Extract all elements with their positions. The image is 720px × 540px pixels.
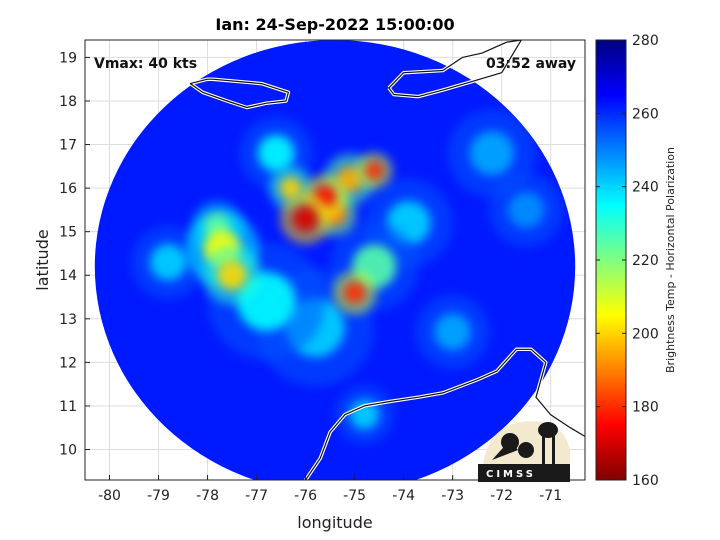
plot-border — [84, 39, 586, 481]
chart-title: Ian: 24-Sep-2022 15:00:00 — [215, 15, 454, 34]
x-tick-label: -75 — [343, 488, 366, 504]
colorbar — [595, 39, 627, 481]
feature-core — [469, 131, 514, 176]
colorbar-ticks: 160 180 200 220 240 260 280 — [596, 33, 659, 489]
colorbar-tick-label: 160 — [632, 473, 659, 489]
y-ticks: 10 11 12 13 14 15 16 17 18 19 — [59, 50, 90, 459]
y-tick-label: 15 — [59, 225, 77, 241]
feature-core — [507, 191, 545, 229]
colorbar-tick-label: 200 — [632, 326, 659, 342]
y-tick-label: 18 — [59, 94, 77, 110]
y-axis-label: latitude — [33, 229, 52, 290]
features-layer — [131, 109, 563, 445]
feature-core — [217, 260, 247, 290]
feature-core — [434, 313, 472, 351]
y-tick-label: 19 — [59, 50, 77, 66]
x-tick-label: -80 — [98, 488, 121, 504]
y-tick-label: 10 — [59, 443, 77, 459]
coastline-jamaica — [189, 78, 289, 109]
swath-layer — [94, 40, 585, 480]
feature-core — [149, 243, 187, 281]
x-tick-label: -79 — [147, 488, 170, 504]
colorbar-tick-label: 180 — [632, 400, 659, 416]
cimss-logo-text: CIMSS — [486, 469, 536, 480]
y-tick-label: 12 — [59, 355, 77, 371]
x-tick-label: -77 — [245, 488, 268, 504]
x-tick-label: -72 — [490, 488, 513, 504]
cimss-logo: CIMSS — [478, 421, 570, 482]
coastline-hispaniola — [388, 40, 522, 98]
feature-core — [292, 205, 319, 232]
feature-core — [343, 281, 366, 304]
y-tick-label: 16 — [59, 181, 77, 197]
colorbar-label: Brightness Temp - Horizontal Polarizatio… — [664, 147, 677, 373]
y-tick-label: 17 — [59, 138, 77, 154]
x-tick-label: -71 — [539, 488, 562, 504]
vmax-annotation: Vmax: 40 kts — [94, 56, 197, 72]
y-tick-label: 14 — [59, 268, 77, 284]
feature-core — [279, 177, 302, 200]
colorbar-tick-label: 220 — [632, 253, 659, 269]
feature-core — [257, 134, 295, 172]
colorbar-tick-label: 260 — [632, 106, 659, 122]
x-axis-label: longitude — [297, 513, 372, 532]
y-tick-label: 11 — [59, 399, 77, 415]
feature-core — [365, 161, 384, 180]
coastline-south-america — [305, 348, 585, 480]
x-ticks: -80 -79 -78 -77 -76 -75 -74 -73 -72 -71 — [98, 475, 562, 504]
time-away-annotation: 03:52 away — [486, 56, 576, 72]
y-tick-label: 13 — [59, 312, 77, 328]
x-tick-label: -78 — [196, 488, 219, 504]
x-tick-label: -74 — [392, 488, 415, 504]
x-tick-label: -76 — [294, 488, 317, 504]
coastlines — [188, 40, 585, 480]
colorbar-tick-label: 240 — [632, 180, 659, 196]
x-tick-label: -73 — [441, 488, 464, 504]
colorbar-tick-label: 280 — [632, 33, 659, 49]
